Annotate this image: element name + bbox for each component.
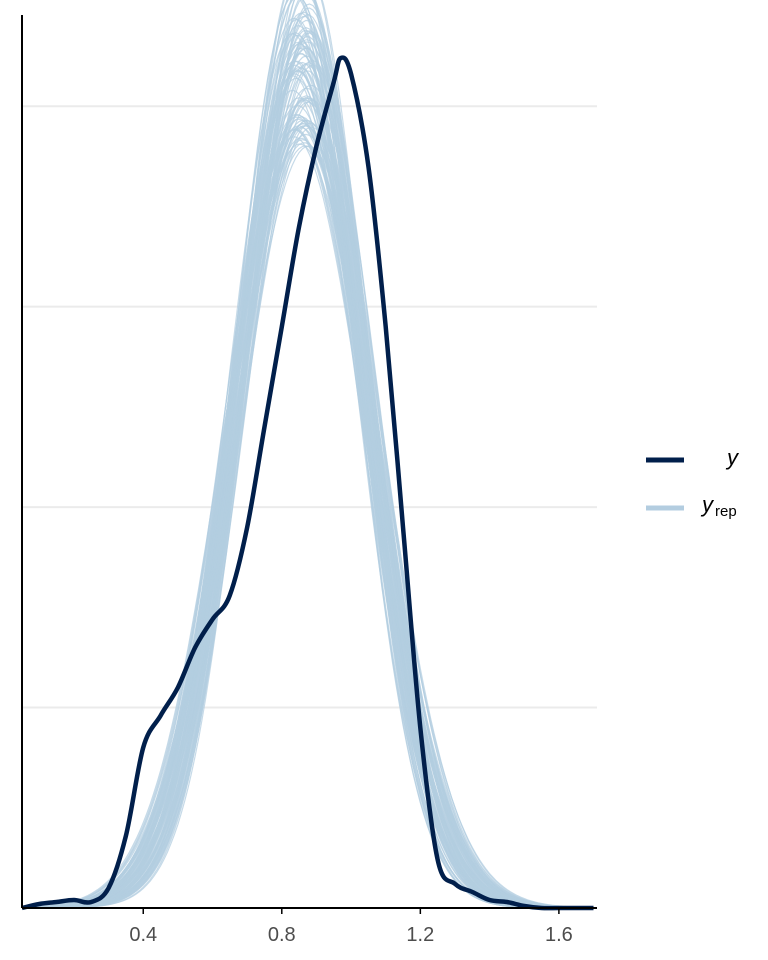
legend-label-y-rep: y [700,492,715,517]
x-axis-ticks: 0.4 0.8 1.2 1.6 [129,908,573,946]
y-rep-density-line [22,61,597,909]
y-rep-density-line [22,0,597,909]
y-rep-density-line [22,0,597,909]
y-rep-density-line [22,99,597,909]
y-rep-density-line [21,101,597,909]
y-rep-density-line [21,145,598,909]
y-rep-density-line [21,75,597,909]
y-rep-density-line [21,96,597,909]
y-rep-density-line [22,116,597,909]
y-rep-density-line [22,61,597,909]
y-rep-density-line [21,60,597,909]
y-rep-density-line [21,136,597,909]
y-rep-density-line [22,122,598,909]
y-rep-density-line [21,60,597,909]
y-rep-density-line [21,125,597,909]
y-rep-density-line [22,24,597,909]
y-rep-density-line [22,0,597,909]
y-rep-density-line [22,0,597,909]
y-rep-density-line [22,27,597,909]
y-observed-density-lines [21,55,594,911]
y-rep-density-line [22,3,597,909]
y-rep-density-line [22,99,598,909]
y-rep-density-line [21,127,598,909]
y-rep-density-line [22,125,597,909]
y-rep-density-lines [21,0,598,909]
y-rep-density-line [21,95,597,909]
y-rep-density-line [22,125,597,909]
y-rep-density-line [21,129,597,909]
y-rep-density-line [22,29,597,909]
y-rep-density-line [22,31,597,909]
y-rep-density-line [21,139,597,909]
y-rep-density-line [22,0,597,909]
y-rep-density-line [21,97,597,909]
x-tick-label: 1.2 [406,924,434,946]
y-rep-density-line [22,30,597,909]
y-rep-density-line [22,89,597,909]
y-rep-density-line [22,84,597,909]
y-rep-density-line [21,145,598,909]
y-rep-density-line [21,137,597,909]
y-rep-density-line [22,116,597,909]
y-rep-density-line [22,67,597,909]
y-rep-density-line [21,119,597,909]
y-rep-density-line [21,128,597,909]
y-rep-density-line [22,70,597,909]
y-rep-density-line [21,0,597,909]
y-rep-density-line [22,0,597,909]
y-rep-density-line [22,123,598,909]
y-rep-density-line [21,70,597,909]
y-rep-density-line [22,32,597,909]
y-rep-density-line [21,114,597,909]
y-rep-density-line [21,69,597,909]
y-density-line [21,55,594,911]
y-rep-density-line [21,133,597,909]
y-rep-density-line [22,69,597,909]
y-rep-density-line [22,0,597,909]
y-rep-density-line [22,32,597,909]
y-rep-density-line [21,113,597,909]
y-rep-density-line [21,59,597,909]
y-rep-density-line [21,64,597,909]
y-rep-density-line [22,87,597,909]
y-rep-density-line [22,122,597,909]
y-rep-density-line [22,119,598,909]
y-rep-density-line [22,66,597,909]
y-rep-density-line [21,97,597,909]
y-gridlines [22,105,597,709]
y-rep-density-line [22,0,597,909]
y-rep-density-line [21,129,597,909]
x-tick-label: 0.8 [268,924,296,946]
y-rep-density-line [21,97,597,909]
y-rep-density-line [22,32,597,909]
y-rep-density-line [22,0,597,909]
x-tick-label: 1.6 [545,924,573,946]
y-rep-density-line [22,63,598,909]
y-rep-density-line [21,143,597,909]
y-rep-density-line [21,119,597,909]
y-rep-density-line [22,77,597,909]
legend: y y rep [646,445,740,520]
y-rep-density-line [22,18,597,909]
y-rep-density-line [21,142,598,909]
y-rep-density-line [22,64,597,909]
y-rep-density-line [22,126,598,909]
y-rep-density-line [22,0,597,909]
x-tick-label: 0.4 [129,924,157,946]
y-rep-density-line [22,105,597,909]
y-rep-density-line [22,73,597,909]
y-rep-density-line [21,118,597,909]
y-rep-density-line [22,0,597,909]
legend-label-y-rep-subscript: rep [715,503,737,520]
y-rep-density-line [22,98,597,909]
legend-label-y: y [725,445,740,470]
